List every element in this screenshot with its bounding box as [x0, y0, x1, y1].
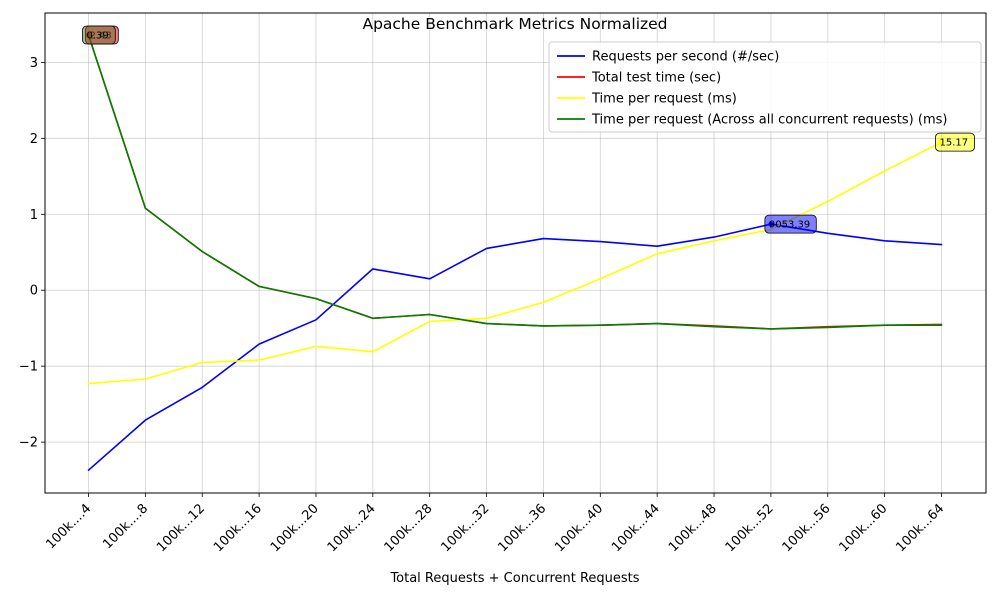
y-axis: −2 −1 0 1 2 3: [19, 56, 45, 451]
series-line-3: [87, 34, 943, 330]
x-tick-label: 100k...64: [893, 501, 947, 555]
y-tick-label: 3: [30, 56, 38, 71]
y-tick-label: 0: [30, 284, 38, 299]
annotation-label: 15.17: [940, 138, 969, 149]
x-tick-label: 100k...48: [666, 501, 720, 555]
annotation-box: [82, 25, 116, 45]
annotation-box: [935, 132, 975, 152]
x-tick-label: 100k...12: [154, 501, 208, 555]
annotation-box: [764, 214, 817, 234]
legend-label: Total test time (sec): [591, 71, 721, 86]
x-tick-label: 100k...60: [837, 501, 891, 555]
y-tick-label: −2: [19, 436, 38, 451]
x-tick-label: 100k...20: [268, 501, 322, 555]
legend-label: Time per request (Across all concurrent …: [591, 113, 947, 128]
legend-label: Requests per second (#/sec): [592, 50, 779, 65]
x-tick-label: 100k...36: [495, 501, 549, 555]
x-tick-label: 100k...40: [552, 501, 606, 555]
plot-frame: [44, 12, 987, 494]
y-tick-label: 1: [30, 208, 38, 223]
x-tick-label: 100k...44: [609, 501, 663, 555]
x-axis-title: Total Requests + Concurrent Requests: [389, 571, 639, 586]
y-tick-label: −1: [19, 360, 38, 375]
x-tick-label: 100k...32: [438, 501, 492, 555]
x-tick-label: 100k...56: [780, 501, 834, 555]
legend: Requests per second (#/sec) Total test ti…: [548, 41, 982, 133]
x-tick-label: 100k...16: [211, 501, 265, 555]
legend-label: Time per request (ms): [591, 92, 737, 107]
series-line-2: [87, 141, 943, 385]
x-tick-label: 100k....4: [43, 501, 94, 552]
annotation-label: 9053.39: [769, 220, 810, 231]
x-tick-label: 100k....8: [100, 501, 151, 552]
y-tick-label: 2: [30, 132, 38, 147]
x-tick-label: 100k...24: [325, 501, 379, 555]
x-axis: 100k....4 100k....8 100k...12 100k...16 100k…: [43, 493, 947, 555]
x-tick-label: 100k...28: [382, 501, 436, 555]
chart-title: Apache Benchmark Metrics Normalized: [362, 15, 667, 33]
annotation-label: 0.39: [87, 31, 109, 42]
x-tick-label: 100k...52: [723, 501, 777, 555]
legend-frame: [548, 41, 982, 133]
